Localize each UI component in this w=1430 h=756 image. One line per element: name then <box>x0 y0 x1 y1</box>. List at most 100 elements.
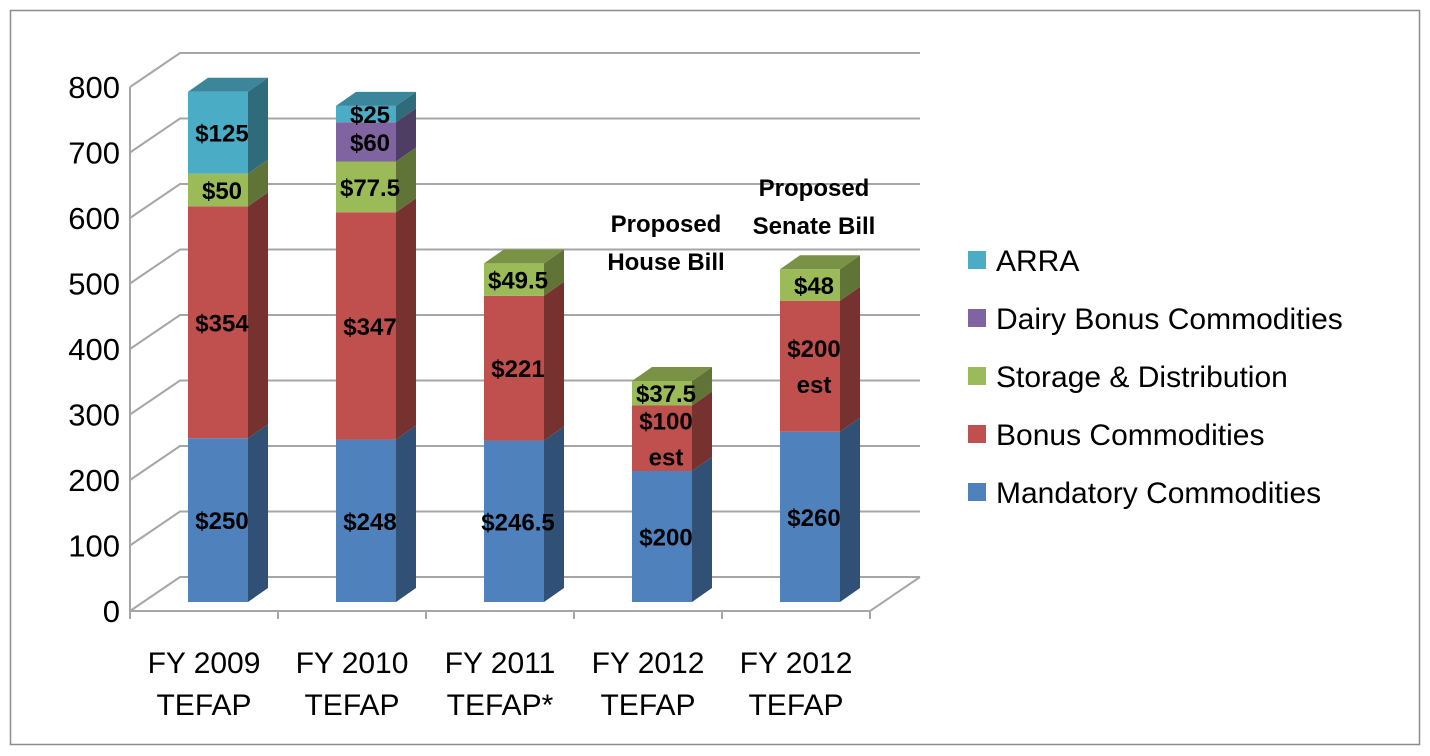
data-label: $200 <box>787 336 840 363</box>
bar-segment-side <box>396 108 416 162</box>
bar-segment-front <box>188 173 248 207</box>
gridline <box>129 117 920 154</box>
data-label: $100 <box>639 408 692 435</box>
x-category-label-line2: TEFAP* <box>447 689 554 722</box>
bar-top <box>188 77 268 92</box>
bar-segment-side <box>692 366 712 406</box>
data-label: $60 <box>350 130 390 157</box>
bar-segment-front <box>188 438 248 602</box>
legend-swatch <box>968 425 986 443</box>
legend-label: ARRA <box>996 245 1079 278</box>
legend-label: Storage & Distribution <box>996 361 1288 394</box>
x-category-label-line2: TEFAP <box>748 689 843 722</box>
x-category-label-line1: FY 2011 <box>445 647 556 680</box>
data-label: $250 <box>195 508 248 535</box>
bar-top <box>632 366 712 381</box>
legend-label: Dairy Bonus Commodities <box>996 303 1343 336</box>
bar-segment-front <box>632 471 692 602</box>
bar-segment-side <box>248 192 268 439</box>
bar-segment-side <box>544 249 564 296</box>
legend-label: Mandatory Commodities <box>996 477 1321 510</box>
bar-segment-side <box>840 286 860 432</box>
bar-top <box>484 249 564 264</box>
bar-segment-side <box>396 198 416 440</box>
bar-segment-front <box>632 380 692 406</box>
bar-segment-front <box>484 263 544 296</box>
annotation-text: Proposed <box>759 175 870 202</box>
bar-segment-front <box>188 91 248 174</box>
x-category-label-line1: FY 2009 <box>148 647 261 680</box>
bar-top <box>780 255 860 270</box>
x-category-label-line1: FY 2010 <box>296 647 409 680</box>
bar-segment-side <box>248 77 268 174</box>
bar-segment-side <box>544 426 564 602</box>
x-category-label-line1: FY 2012 <box>740 647 853 680</box>
data-label: est <box>797 372 832 399</box>
data-label: $125 <box>195 121 248 148</box>
data-label: $48 <box>794 273 834 300</box>
y-tick-label: 600 <box>68 201 120 236</box>
data-label: $25 <box>350 102 390 129</box>
data-label: $37.5 <box>636 381 696 408</box>
data-label: $260 <box>787 505 840 532</box>
bar-segment-front <box>780 431 840 602</box>
legend-swatch <box>968 309 986 327</box>
y-tick-label: 0 <box>103 594 120 629</box>
y-tick-label: 100 <box>68 529 120 564</box>
legend-swatch <box>968 367 986 385</box>
data-label: $77.5 <box>340 175 400 202</box>
annotation-text: Proposed <box>611 211 722 238</box>
bar-segment-front <box>780 269 840 301</box>
data-label: est <box>649 444 684 471</box>
data-label: $50 <box>202 178 242 205</box>
bar-segment-side <box>248 159 268 207</box>
x-category-label-line2: TEFAP <box>156 689 251 722</box>
bar-segment-side <box>692 457 712 602</box>
legend-swatch <box>968 483 986 501</box>
annotation-text: House Bill <box>607 249 724 276</box>
gridline <box>129 314 920 350</box>
gridline <box>129 183 920 219</box>
gridline <box>129 52 920 88</box>
bar-segment-side <box>544 281 564 441</box>
data-label: $246.5 <box>481 509 554 536</box>
y-tick-label: 700 <box>68 136 120 171</box>
bar-segment-side <box>396 147 416 213</box>
bar-segment-front <box>336 439 396 602</box>
legend-swatch <box>968 251 986 269</box>
bar-segment-front <box>780 300 840 432</box>
x-category-label-line2: TEFAP <box>304 689 399 722</box>
data-label: $347 <box>343 314 396 341</box>
bar-segment-side <box>692 391 712 471</box>
data-label: $354 <box>195 310 249 337</box>
bar-segment-side <box>248 424 268 602</box>
legend-label: Bonus Commodities <box>996 419 1264 452</box>
bar-top <box>336 91 416 106</box>
y-tick-label: 300 <box>68 398 120 433</box>
bar-segment-side <box>396 91 416 123</box>
bar-segment-front <box>336 105 396 123</box>
gridline <box>129 248 920 285</box>
y-tick-label: 400 <box>68 332 120 367</box>
bar-segment-front <box>632 405 692 471</box>
bar-segment-front <box>336 122 396 162</box>
data-label: $49.5 <box>488 268 548 295</box>
y-tick-label: 200 <box>68 463 120 498</box>
bar-segment-front <box>484 295 544 441</box>
x-category-label-line1: FY 2012 <box>592 647 705 680</box>
y-tick-label: 500 <box>68 267 120 302</box>
data-label: $200 <box>639 525 692 552</box>
annotation-text: Senate Bill <box>753 213 876 240</box>
bar-segment-front <box>336 212 396 440</box>
data-label: $248 <box>343 509 396 536</box>
bar-segment-side <box>840 417 860 602</box>
bar-segment-side <box>840 255 860 301</box>
bar-segment-front <box>188 206 248 439</box>
bar-segment-front <box>336 161 396 213</box>
bar-segment-side <box>396 425 416 602</box>
bar-segment-front <box>484 440 544 602</box>
data-label: $221 <box>491 356 544 383</box>
y-tick-label: 800 <box>68 70 120 105</box>
x-category-label-line2: TEFAP <box>600 689 695 722</box>
